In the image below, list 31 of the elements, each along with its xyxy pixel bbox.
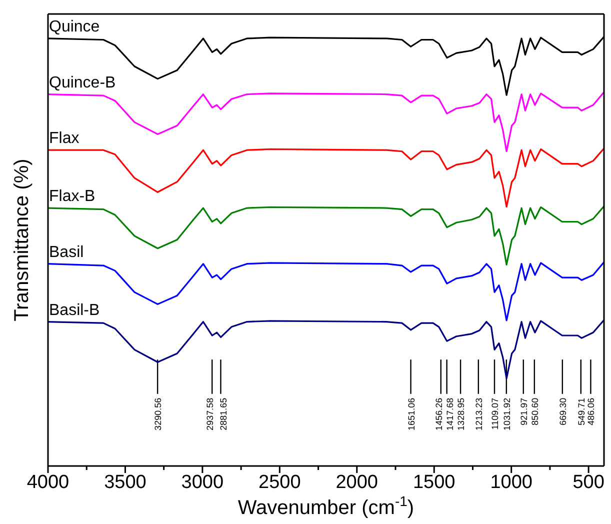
- x-tick-label: 2500: [258, 472, 301, 493]
- x-tick-label: 3000: [181, 472, 224, 493]
- ref-line-label: 850.60: [530, 398, 540, 426]
- ref-line-label: 2937.58: [205, 398, 216, 430]
- ref-line-label: 1651.06: [406, 398, 416, 430]
- ref-line-label: 1456.26: [434, 398, 444, 430]
- x-axis-title: Wavenumber (cm$^{-1}$): [238, 493, 414, 519]
- series-label: Flax: [49, 130, 80, 148]
- x-tick-label: 1000: [490, 472, 532, 493]
- ref-line-label: 669.30: [558, 398, 568, 426]
- ref-line-label: 921.97: [518, 398, 529, 426]
- series-label: Flax-B: [49, 188, 96, 206]
- ref-line-label: 2881.65: [218, 398, 229, 430]
- ref-line-label: 3290.56: [153, 398, 164, 430]
- x-tick-label: 500: [572, 472, 604, 493]
- ref-line-label: 486.06: [586, 398, 596, 426]
- y-axis-title: Transmittance (%): [11, 158, 33, 322]
- ref-line-label: 1031.92: [502, 398, 512, 430]
- ref-line-label: 549.71: [576, 398, 586, 426]
- series-label: Quince-B: [49, 74, 116, 92]
- ref-line-label: 1328.95: [456, 398, 466, 430]
- series-label: Basil: [49, 244, 84, 261]
- x-tick-label: 3500: [104, 472, 146, 493]
- x-tick-label: 4000: [26, 472, 70, 493]
- ref-line-label: 1213.23: [474, 398, 484, 430]
- series-label: Quince: [49, 18, 100, 36]
- ref-line-label: 1109.07: [490, 398, 500, 430]
- series-label: Basil-B: [49, 302, 100, 319]
- ref-line-label: 1417.68: [444, 398, 455, 430]
- x-tick-label: 2000: [336, 472, 378, 493]
- x-tick-label: 1500: [412, 472, 456, 493]
